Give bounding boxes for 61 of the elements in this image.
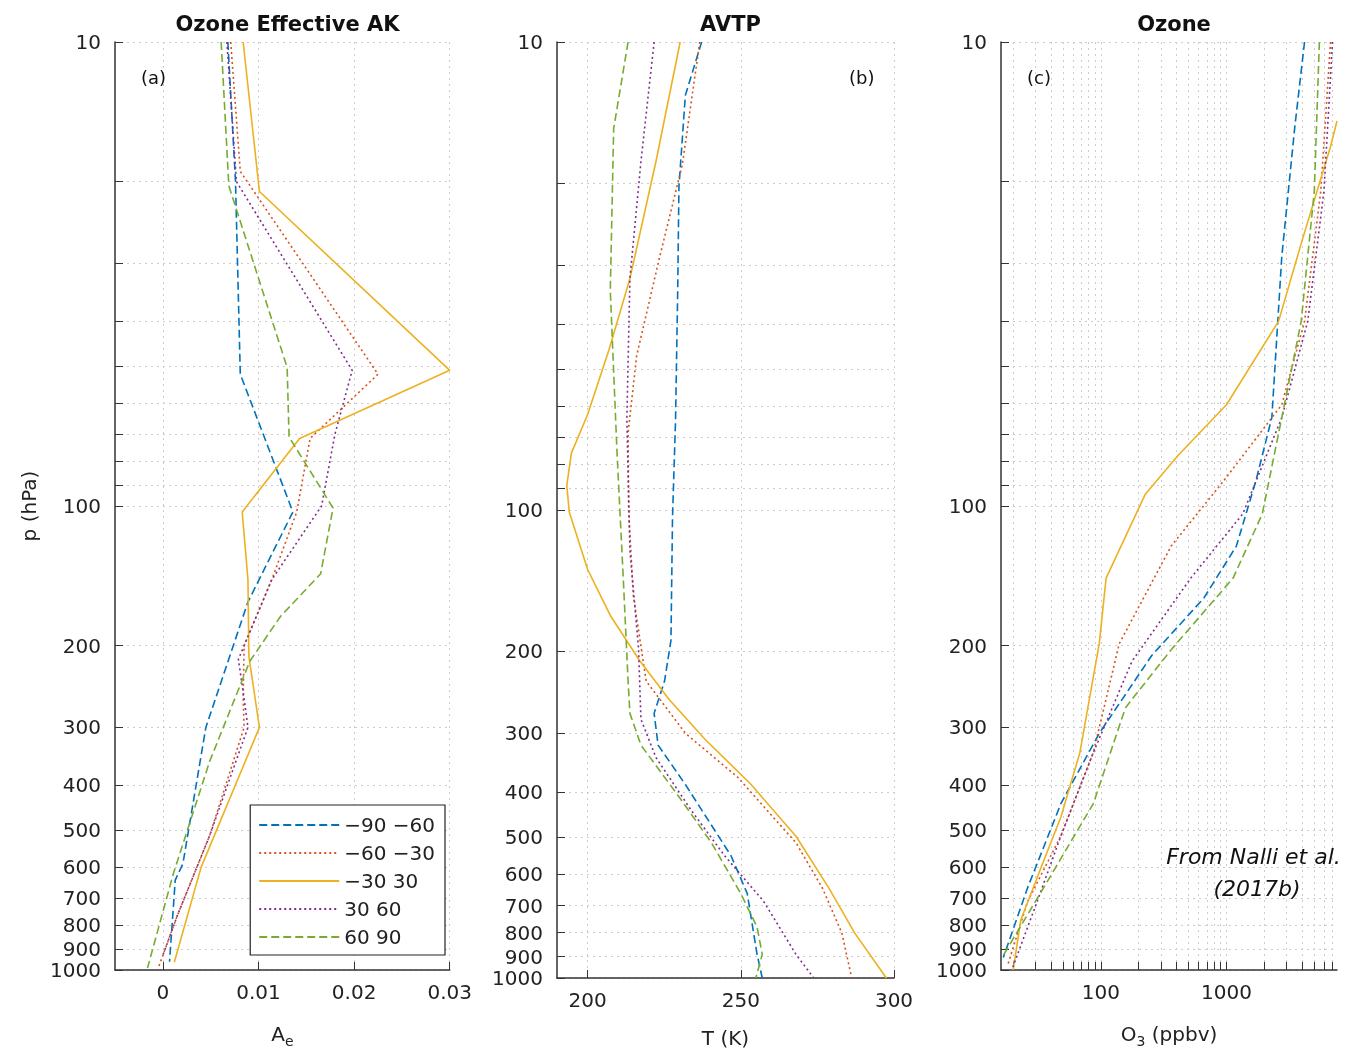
annotation: (b) [849, 66, 875, 88]
annotation: From Nalli et al. (2017b) [1166, 843, 1348, 901]
y-tick-label: 400 [504, 779, 543, 804]
y-tick-label: 700 [62, 886, 101, 911]
y-tick-label: 300 [504, 721, 543, 746]
line-series [566, 41, 888, 979]
y-tick-label: 700 [504, 893, 543, 918]
y-tick-label: 900 [62, 936, 101, 961]
y-tick-label: 200 [948, 633, 987, 658]
y-tick-label: 600 [948, 855, 987, 880]
chart-title: Ozone [1137, 11, 1211, 36]
y-tick-label: 600 [62, 855, 101, 880]
line-series [609, 41, 764, 979]
y-tick-label: 100 [504, 498, 543, 522]
legend-label: −60 −30 [344, 841, 436, 865]
legend-label: −30 30 [344, 869, 419, 893]
chart-title: AVTP [700, 11, 761, 36]
y-tick-label: 1000 [50, 958, 101, 982]
x-tick-label: 0.01 [236, 980, 281, 1004]
y-tick-label: 10 [75, 30, 101, 54]
x-tick-label: 0.03 [427, 980, 472, 1004]
y-tick-label: 100 [948, 494, 987, 518]
y-tick-label: 500 [504, 825, 543, 850]
line-series [653, 41, 764, 979]
y-tick-label: 600 [504, 862, 543, 887]
x-tick-label: 100 [1081, 980, 1120, 1004]
y-tick-label: 1000 [936, 958, 987, 982]
y-tick-label: 200 [504, 638, 543, 663]
y-tick-label: 800 [504, 920, 543, 945]
y-tick-label: 800 [62, 913, 101, 938]
annotation: (c) [1027, 66, 1051, 88]
x-tick-label: 200 [568, 988, 607, 1012]
y-tick-label: 500 [62, 818, 101, 843]
y-axis-title: p (hPa) [17, 470, 42, 542]
legend-label: −90 −60 [344, 813, 436, 837]
y-tick-label: 900 [504, 944, 543, 969]
x-tick-label: 1000 [1200, 980, 1252, 1004]
chart-title: Ozone Effective AK [175, 11, 401, 36]
y-tick-label: 200 [62, 633, 101, 658]
y-tick-label: 10 [961, 30, 987, 54]
y-tick-label: 400 [948, 773, 987, 798]
y-tick-label: 10 [517, 30, 543, 54]
y-tick-label: 300 [948, 715, 987, 740]
legend-label: 60 90 [344, 925, 402, 949]
y-tick-label: 100 [62, 494, 101, 518]
x-tick-label: 250 [721, 988, 760, 1012]
annotation: (a) [141, 66, 167, 88]
y-tick-label: 500 [948, 818, 987, 843]
y-tick-label: 900 [948, 936, 987, 961]
x-tick-label: 0.02 [331, 980, 377, 1004]
line-series [173, 41, 451, 963]
x-axis-title: T (K) [700, 1026, 750, 1050]
y-tick-label: 800 [948, 913, 987, 938]
x-tick-label: 0 [156, 980, 170, 1004]
y-tick-label: 300 [62, 715, 101, 740]
line-series [168, 41, 294, 963]
line-series [626, 41, 815, 979]
x-tick-label: 300 [874, 988, 914, 1012]
legend-label: 30 60 [344, 897, 402, 921]
y-tick-label: 700 [948, 886, 987, 911]
y-tick-label: 400 [62, 773, 101, 798]
